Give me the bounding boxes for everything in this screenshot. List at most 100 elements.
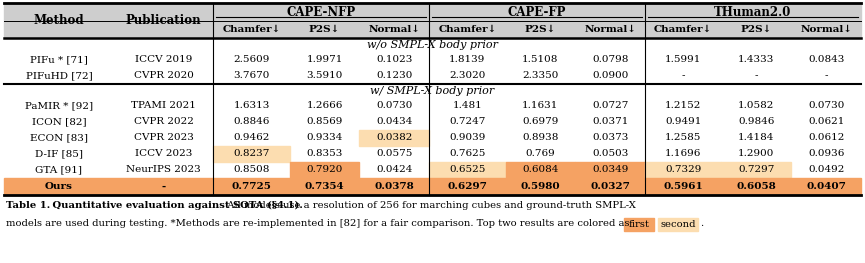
Text: 0.8237: 0.8237: [234, 149, 270, 159]
Text: 0.5961: 0.5961: [663, 182, 703, 191]
Text: 2.3350: 2.3350: [522, 72, 559, 80]
Bar: [645, 162, 721, 178]
Text: models are used during testing. *Methods are re-implemented in [82] for a fair c: models are used during testing. *Methods…: [6, 219, 630, 228]
Text: 1.4184: 1.4184: [738, 134, 774, 143]
Text: THuman2.0: THuman2.0: [714, 6, 791, 18]
Text: 1.2900: 1.2900: [738, 149, 774, 159]
Text: D-IF [85]: D-IF [85]: [35, 149, 83, 159]
Text: 0.9039: 0.9039: [449, 134, 485, 143]
Text: 3.5910: 3.5910: [306, 72, 343, 80]
Text: Publication: Publication: [125, 14, 202, 27]
Text: -: -: [824, 72, 828, 80]
Text: 0.7725: 0.7725: [232, 182, 272, 191]
Text: 0.0727: 0.0727: [592, 102, 628, 110]
Text: Table 1.: Table 1.: [6, 201, 50, 210]
Bar: [360, 130, 429, 146]
Text: .: .: [700, 219, 703, 228]
Text: 0.0434: 0.0434: [376, 118, 413, 127]
Bar: [429, 162, 505, 178]
Text: 1.2585: 1.2585: [665, 134, 702, 143]
Text: 0.0936: 0.0936: [808, 149, 844, 159]
Bar: [505, 162, 575, 178]
Text: Chamfer↓: Chamfer↓: [654, 25, 713, 34]
Text: 0.0900: 0.0900: [592, 72, 628, 80]
Text: 0.0621: 0.0621: [808, 118, 844, 127]
Text: PaMIR * [92]: PaMIR * [92]: [25, 102, 93, 110]
Text: 0.9462: 0.9462: [234, 134, 270, 143]
Text: 1.6313: 1.6313: [234, 102, 270, 110]
Text: NeurIPS 2023: NeurIPS 2023: [126, 165, 201, 174]
Bar: [4, 3, 861, 38]
Text: 0.8569: 0.8569: [306, 118, 343, 127]
Text: 0.8938: 0.8938: [522, 134, 559, 143]
Text: 0.6084: 0.6084: [522, 165, 559, 174]
Text: ICCV 2023: ICCV 2023: [135, 149, 192, 159]
Text: Quantitative evaluation against SOTA (§4.1).: Quantitative evaluation against SOTA (§4…: [49, 201, 303, 210]
Text: 0.7297: 0.7297: [738, 165, 774, 174]
Text: P2S↓: P2S↓: [309, 25, 340, 34]
Text: 1.9971: 1.9971: [306, 55, 343, 64]
Bar: [575, 162, 645, 178]
Text: 0.9334: 0.9334: [306, 134, 343, 143]
Text: Normal↓: Normal↓: [584, 25, 637, 34]
Text: 1.5108: 1.5108: [522, 55, 559, 64]
Text: 0.0349: 0.0349: [592, 165, 628, 174]
Text: 0.0492: 0.0492: [808, 165, 844, 174]
Text: 0.769: 0.769: [526, 149, 555, 159]
Text: 0.0407: 0.0407: [806, 182, 846, 191]
Text: 1.8139: 1.8139: [449, 55, 485, 64]
Text: Ours: Ours: [45, 182, 73, 191]
Text: All models use a resolution of 256 for marching cubes and ground-truth SMPL-X: All models use a resolution of 256 for m…: [221, 201, 636, 210]
Text: ICON [82]: ICON [82]: [32, 118, 86, 127]
Text: 0.5980: 0.5980: [521, 182, 561, 191]
Text: Chamfer↓: Chamfer↓: [222, 25, 281, 34]
Bar: [4, 178, 861, 195]
Text: CVPR 2023: CVPR 2023: [134, 134, 194, 143]
Text: 0.7329: 0.7329: [665, 165, 702, 174]
Text: PIFuHD [72]: PIFuHD [72]: [26, 72, 93, 80]
Text: CAPE-NFP: CAPE-NFP: [286, 6, 356, 18]
Text: 2.3020: 2.3020: [449, 72, 485, 80]
Text: 0.0424: 0.0424: [376, 165, 413, 174]
Text: 1.5991: 1.5991: [665, 55, 702, 64]
Text: 0.0730: 0.0730: [376, 102, 413, 110]
Text: 0.8846: 0.8846: [234, 118, 270, 127]
Text: Method: Method: [34, 14, 84, 27]
Text: 0.0798: 0.0798: [592, 55, 628, 64]
Text: CAPE-FP: CAPE-FP: [508, 6, 567, 18]
Text: ECON [83]: ECON [83]: [30, 134, 88, 143]
Text: PIFu * [71]: PIFu * [71]: [30, 55, 88, 64]
Bar: [658, 218, 698, 231]
Text: 0.0843: 0.0843: [808, 55, 844, 64]
Text: P2S↓: P2S↓: [740, 25, 772, 34]
Text: GTA [91]: GTA [91]: [35, 165, 82, 174]
Text: 0.7625: 0.7625: [449, 149, 485, 159]
Text: CVPR 2020: CVPR 2020: [134, 72, 194, 80]
Text: 0.6525: 0.6525: [449, 165, 485, 174]
Text: 0.0371: 0.0371: [592, 118, 628, 127]
Text: 0.0378: 0.0378: [375, 182, 414, 191]
Text: 0.7354: 0.7354: [304, 182, 344, 191]
Text: -: -: [754, 72, 758, 80]
Text: 0.8508: 0.8508: [234, 165, 270, 174]
Text: first: first: [629, 220, 650, 229]
Text: 0.7920: 0.7920: [306, 165, 343, 174]
Text: P2S↓: P2S↓: [525, 25, 556, 34]
Text: 0.0503: 0.0503: [592, 149, 628, 159]
Text: 1.4333: 1.4333: [738, 55, 774, 64]
Text: ICCV 2019: ICCV 2019: [135, 55, 192, 64]
Text: 0.0327: 0.0327: [590, 182, 631, 191]
Text: 0.7247: 0.7247: [449, 118, 485, 127]
Text: 0.6979: 0.6979: [522, 118, 559, 127]
Text: 1.2152: 1.2152: [665, 102, 702, 110]
Text: 0.6297: 0.6297: [447, 182, 487, 191]
Text: 1.2666: 1.2666: [306, 102, 343, 110]
Bar: [290, 162, 360, 178]
Text: 1.0582: 1.0582: [738, 102, 774, 110]
Bar: [214, 146, 290, 162]
Text: 3.7670: 3.7670: [234, 72, 270, 80]
Text: 0.0373: 0.0373: [592, 134, 628, 143]
Text: Normal↓: Normal↓: [800, 25, 852, 34]
Bar: [624, 218, 654, 231]
Text: 0.9491: 0.9491: [665, 118, 702, 127]
